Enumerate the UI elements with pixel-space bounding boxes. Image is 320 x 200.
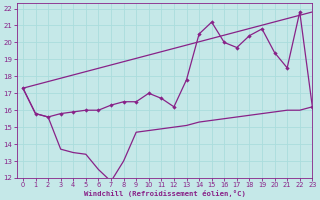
X-axis label: Windchill (Refroidissement éolien,°C): Windchill (Refroidissement éolien,°C) [84, 190, 245, 197]
